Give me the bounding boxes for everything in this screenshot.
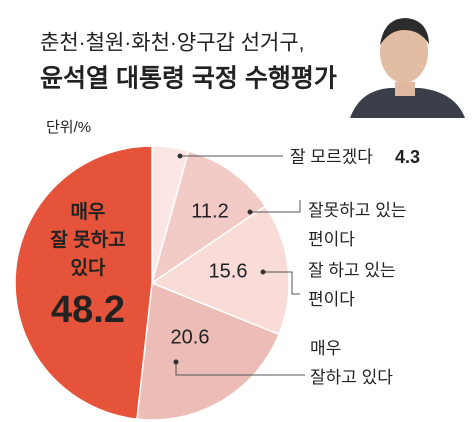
- category-label: 잘 모르겠다: [290, 147, 373, 166]
- pie-slice: [150, 150, 267, 285]
- leader-dot: [173, 359, 179, 365]
- leader-dot: [177, 153, 183, 159]
- photo: [350, 18, 465, 118]
- value-label: 48.2: [51, 289, 125, 331]
- category-label: 잘못하고 있는 편이다: [308, 201, 407, 249]
- unit-label: 단위/%: [46, 119, 91, 136]
- value-label: 4.3: [395, 147, 420, 167]
- leader-dot: [247, 209, 253, 215]
- category-label: 매우 잘하고 있다: [310, 339, 393, 387]
- leader-line: [175, 362, 305, 376]
- pie-slice: [136, 281, 280, 421]
- value-label: 20.6: [171, 326, 210, 348]
- value-label: 15.6: [209, 260, 248, 282]
- pie-slice: [14, 145, 153, 420]
- chart-subtitle: 춘천·철원·화천·양구갑 선거구,: [40, 32, 305, 55]
- leader-dot: [260, 269, 266, 275]
- value-label: 11.2: [191, 200, 228, 222]
- leader-line: [263, 271, 300, 295]
- chart-title: 윤석열 대통령 국정 수행평가: [40, 65, 337, 93]
- category-label: 잘 하고 있는 편이다: [308, 261, 396, 309]
- pie-slice: [150, 205, 290, 336]
- category-label: 매우 잘 못하고 있다: [50, 201, 125, 279]
- leader-line: [250, 200, 301, 213]
